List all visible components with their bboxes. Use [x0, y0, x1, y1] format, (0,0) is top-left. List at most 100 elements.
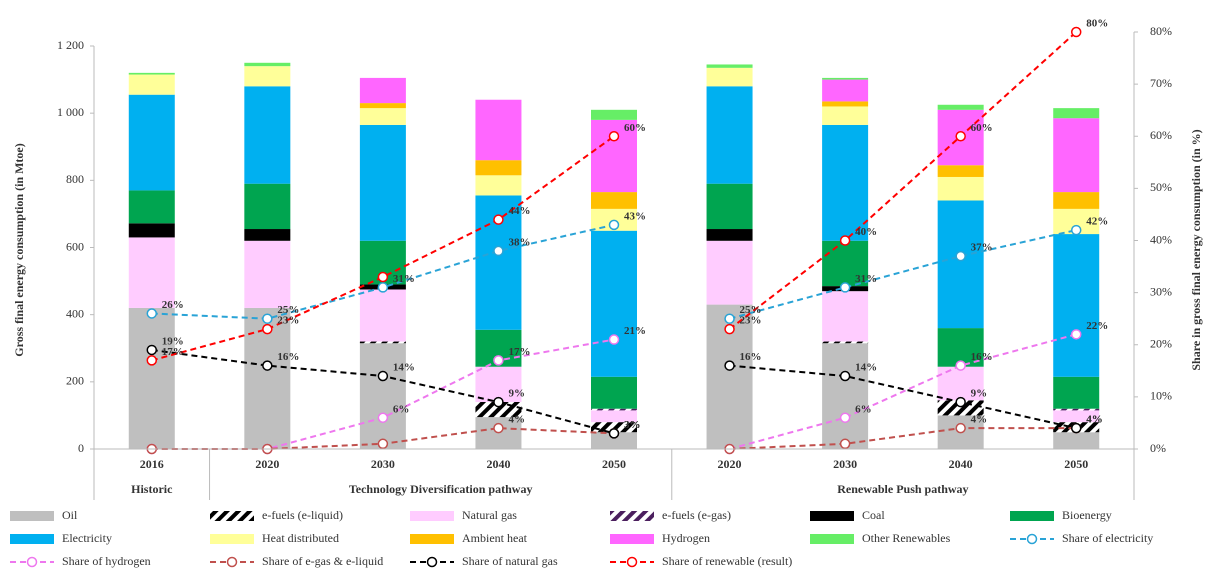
group-label: Renewable Push pathway — [837, 482, 968, 496]
bar-segment — [591, 408, 637, 411]
data-label: 26% — [162, 299, 184, 311]
bar-segment — [706, 229, 753, 241]
bar-segment — [591, 376, 637, 409]
line-marker — [839, 438, 851, 450]
bar-segment — [475, 99, 522, 161]
line-marker — [1070, 422, 1082, 434]
line-marker — [839, 412, 851, 423]
data-label: 21% — [624, 325, 646, 337]
data-label: 9% — [508, 388, 525, 400]
line — [729, 427, 1077, 450]
line-marker — [493, 245, 504, 257]
data-label: 60% — [624, 122, 646, 134]
legend-item: Oil — [10, 508, 78, 522]
legend-item: Share of renewable (result) — [610, 554, 792, 568]
y-tick-label: 1 200 — [57, 38, 84, 52]
line — [151, 135, 615, 362]
line-marker — [377, 412, 389, 423]
legend-item: Hydrogen — [610, 531, 710, 545]
data-label: 25% — [740, 304, 762, 316]
bar-segment — [822, 106, 869, 125]
line-marker — [608, 334, 620, 345]
bar-segment — [359, 77, 406, 104]
legend-symbol — [226, 556, 238, 568]
legend-item: Other Renewables — [810, 531, 951, 545]
bar-segment — [1053, 410, 1100, 423]
x-tick-label: 2050 — [1064, 457, 1088, 471]
data-label: 19% — [162, 335, 184, 347]
y-tick-label: 1 000 — [57, 105, 84, 119]
x-tick-label: 2020 — [255, 457, 279, 471]
bar-segment — [128, 190, 175, 224]
bar-segment — [359, 103, 406, 109]
bar-segment — [359, 124, 406, 241]
legend-symbol — [810, 511, 854, 521]
legend-label: Other Renewables — [862, 531, 951, 545]
line-marker — [262, 313, 273, 324]
bar-segment — [1053, 376, 1100, 409]
line-marker — [724, 360, 735, 371]
bar-segment — [591, 192, 637, 209]
line-marker — [1070, 224, 1082, 236]
bar-segment — [244, 62, 291, 67]
data-label: 23% — [277, 315, 299, 327]
data-label: 17% — [508, 346, 530, 358]
data-label: 25% — [277, 304, 299, 316]
data-label: 40% — [855, 226, 877, 238]
data-label: 3% — [624, 419, 641, 431]
bar-segment — [128, 307, 175, 449]
data-label: 14% — [855, 362, 877, 374]
bar-segment — [359, 343, 406, 449]
line-marker — [955, 360, 966, 371]
bar-segment — [706, 86, 753, 184]
legend-symbol — [210, 534, 254, 544]
legend-label: Electricity — [62, 531, 112, 545]
data-label: 9% — [971, 388, 988, 400]
bar-segment — [937, 328, 984, 367]
bar-segment — [475, 175, 522, 196]
bar-segment — [128, 74, 175, 95]
data-label: 4% — [508, 414, 525, 426]
legend-label: Hydrogen — [662, 531, 710, 545]
bar-segment — [822, 343, 869, 449]
y2-tick-label: 50% — [1150, 180, 1172, 194]
legend-item: e-fuels (e-gas) — [610, 508, 731, 522]
legend-symbol — [10, 534, 54, 544]
x-tick-label: 2016 — [140, 457, 164, 471]
line-marker — [146, 344, 158, 356]
data-label: 43% — [624, 210, 646, 222]
line-marker — [493, 214, 504, 225]
legend-symbol — [10, 511, 54, 521]
legend-item: Share of e-gas & e-liquid — [210, 554, 383, 568]
legend-symbol — [1010, 511, 1054, 521]
data-label: 44% — [508, 205, 530, 217]
legend-item: e-fuels (e-liquid) — [210, 508, 343, 522]
data-label: 42% — [1086, 216, 1108, 228]
y-tick-label: 0 — [78, 441, 84, 455]
legend-symbol — [410, 534, 454, 544]
bar-segment — [822, 291, 869, 342]
bar-segment — [937, 176, 984, 201]
legend-item: Natural gas — [410, 508, 517, 522]
x-tick-label: 2040 — [949, 457, 973, 471]
bar-segment — [706, 67, 753, 87]
bar-segment — [591, 410, 637, 423]
line-marker — [377, 438, 389, 450]
bar-segment — [706, 240, 753, 305]
line-marker — [262, 360, 273, 371]
bar-segment — [244, 229, 291, 241]
legend-label: Oil — [62, 508, 78, 522]
y-tick-label: 600 — [66, 239, 84, 253]
legend-label: e-fuels (e-gas) — [662, 508, 731, 522]
legend-symbol — [810, 534, 854, 544]
bar-segment — [244, 183, 291, 230]
bar-segment — [1053, 432, 1100, 449]
line-marker — [1070, 329, 1082, 340]
line-marker — [724, 313, 735, 324]
legend-symbol — [26, 556, 38, 568]
data-label: 4% — [1086, 414, 1103, 426]
data-label: 4% — [971, 414, 988, 426]
line-marker — [955, 250, 966, 262]
bar-segment — [591, 432, 637, 449]
data-label: 60% — [971, 122, 993, 134]
